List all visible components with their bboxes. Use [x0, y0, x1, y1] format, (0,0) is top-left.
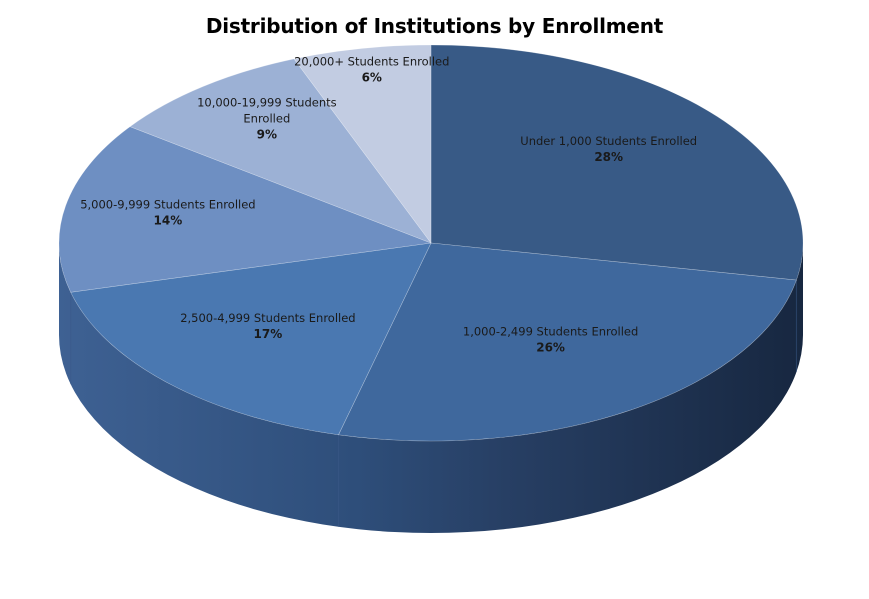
slice-label-2: 2,500-4,999 Students Enrolled 17% — [180, 311, 355, 341]
slice-name-1: 1,000-2,499 Students Enrolled — [463, 324, 638, 338]
slice-pct-3: 14% — [154, 213, 183, 227]
slice-name-4-line-1: Enrolled — [243, 111, 290, 125]
pie-depth — [59, 243, 803, 533]
slice-name-5: 20,000+ Students Enrolled — [294, 55, 449, 69]
slice-label-0: Under 1,000 Students Enrolled 28% — [520, 134, 697, 164]
pie-slice-1 — [338, 242, 797, 442]
chart-title: Distribution of Institutions by Enrollme… — [205, 14, 664, 38]
slice-name-0: Under 1,000 Students Enrolled — [520, 134, 697, 148]
slice-pct-2: 17% — [254, 327, 283, 341]
pie-slice-0 — [430, 44, 804, 281]
slice-label-1: 1,000-2,499 Students Enrolled 26% — [463, 324, 638, 354]
slice-pct-0: 28% — [594, 150, 623, 164]
slice-pct-4: 9% — [257, 127, 277, 141]
pie-slices — [58, 44, 804, 442]
slice-label-3: 5,000-9,999 Students Enrolled 14% — [80, 197, 255, 227]
pie-slice-3 — [58, 126, 432, 293]
pie-slice-4 — [129, 58, 432, 244]
slice-pct-1: 26% — [536, 340, 565, 354]
slice-label-5: 20,000+ Students Enrolled 6% — [294, 55, 449, 85]
slice-name-4-line-0: 10,000-19,999 Students — [197, 95, 337, 109]
pie-slice-2 — [70, 242, 432, 436]
slice-name-3: 5,000-9,999 Students Enrolled — [80, 197, 255, 211]
slice-label-4: 10,000-19,999 Students Enrolled 9% — [197, 95, 337, 141]
pie-side-wall — [59, 243, 803, 533]
slice-pct-5: 6% — [362, 71, 382, 85]
slice-name-2: 2,500-4,999 Students Enrolled — [180, 311, 355, 325]
pie-labels: Under 1,000 Students Enrolled 28% 1,000-2,… — [80, 55, 697, 355]
pie-slice-5 — [293, 44, 432, 244]
